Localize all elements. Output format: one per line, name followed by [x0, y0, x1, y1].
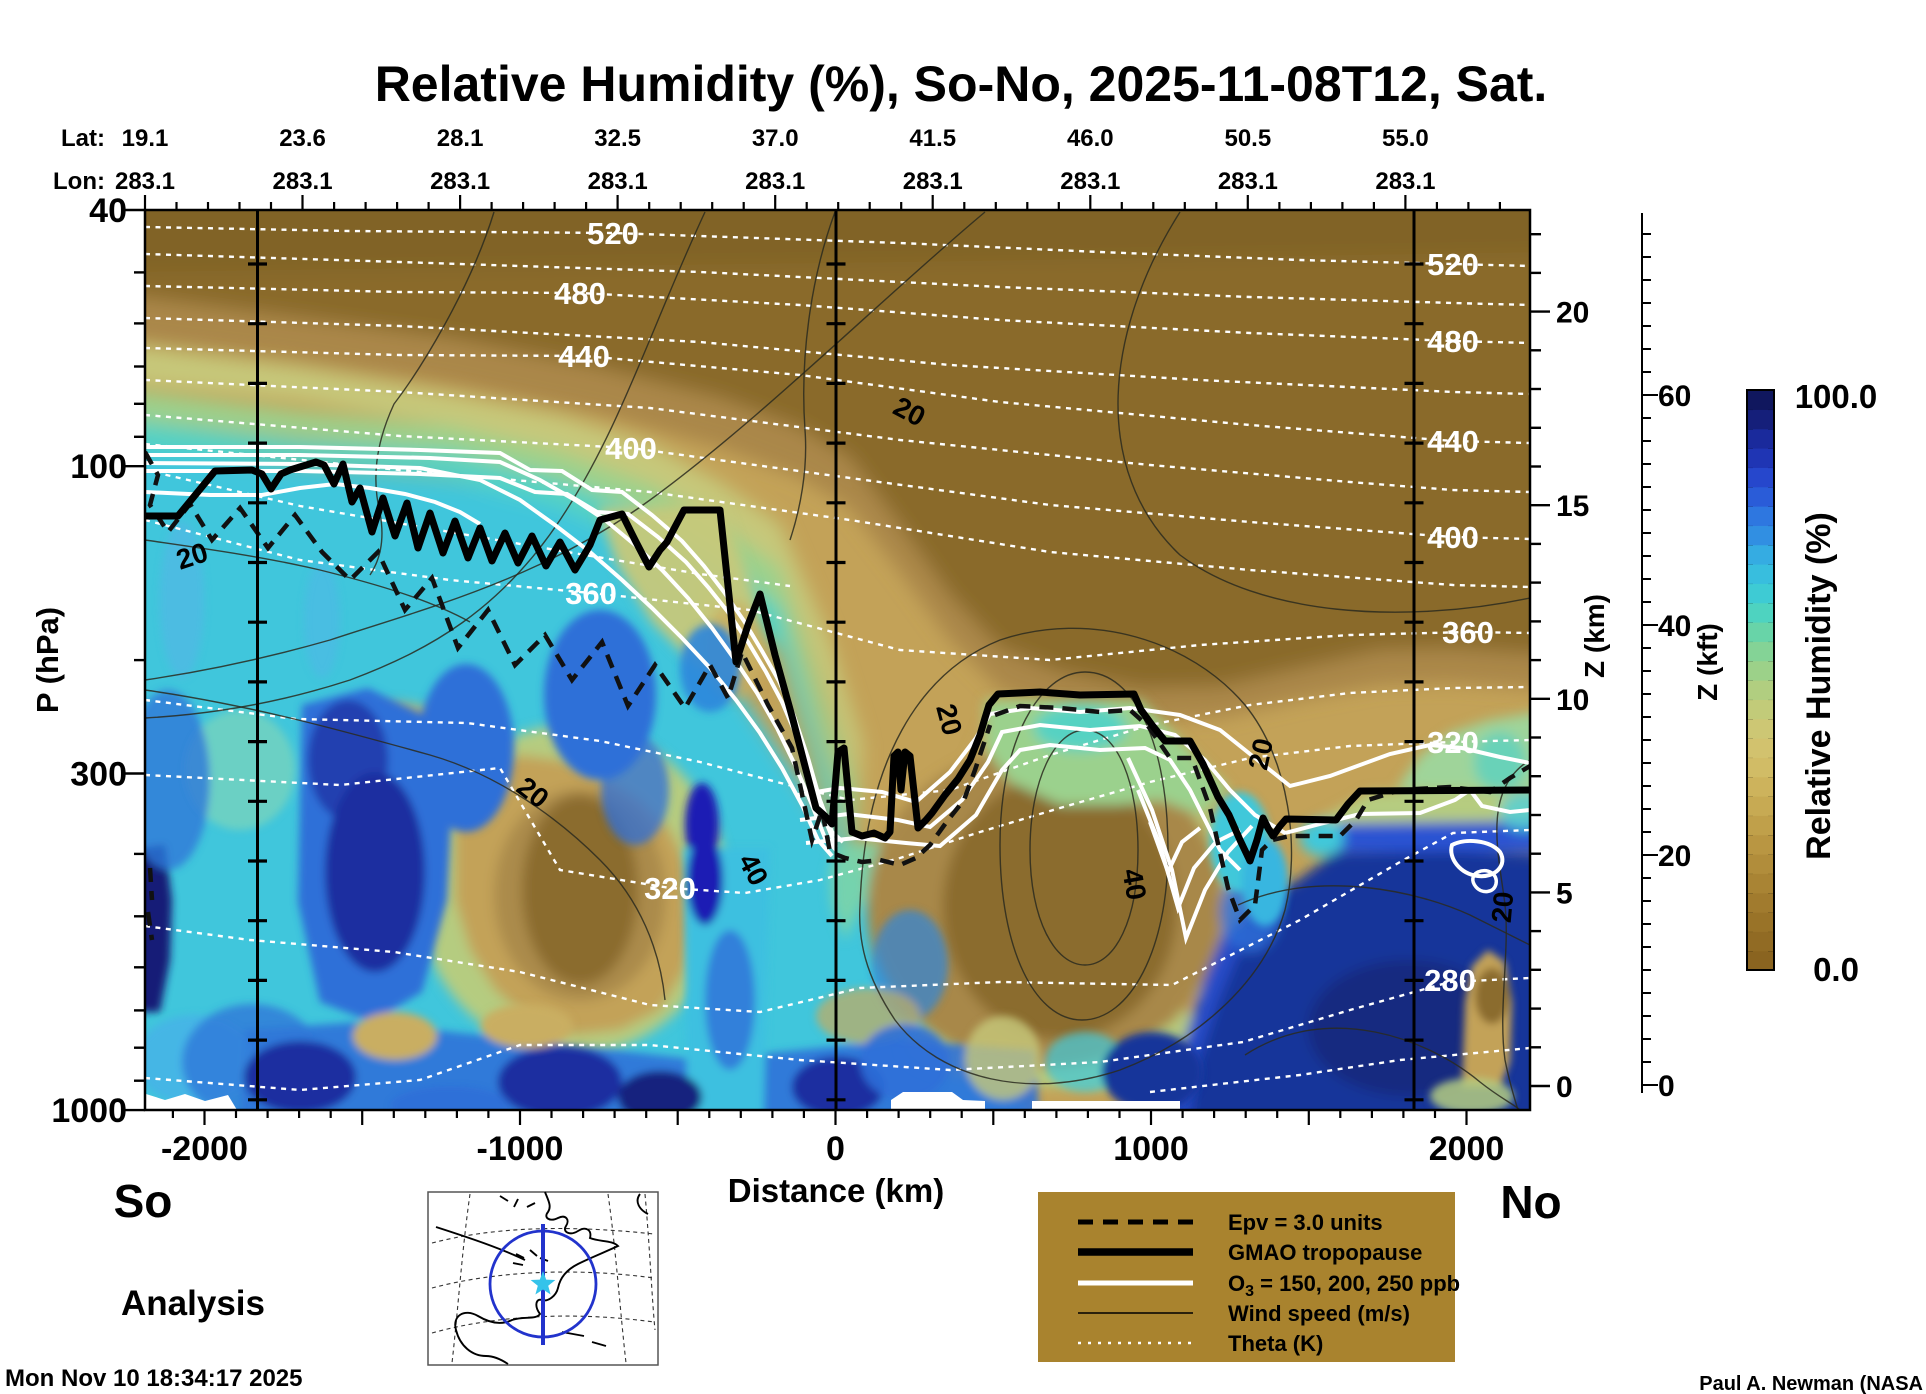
svg-text:283.1: 283.1	[745, 168, 805, 195]
svg-text:0.0: 0.0	[1813, 951, 1859, 988]
svg-text:Lat:: Lat:	[61, 125, 105, 152]
svg-text:100: 100	[70, 448, 127, 486]
svg-text:Relative Humidity (%): Relative Humidity (%)	[1800, 512, 1838, 860]
svg-text:283.1: 283.1	[115, 168, 175, 195]
svg-text:40: 40	[1116, 866, 1152, 902]
svg-text:320: 320	[1427, 725, 1479, 760]
svg-text:283.1: 283.1	[1218, 168, 1278, 195]
svg-text:520: 520	[1427, 247, 1479, 282]
svg-text:0: 0	[826, 1130, 845, 1168]
svg-text:20: 20	[1242, 736, 1279, 773]
svg-text:520: 520	[587, 216, 639, 251]
svg-text:300: 300	[70, 755, 127, 793]
svg-text:20: 20	[1486, 890, 1520, 924]
svg-text:100.0: 100.0	[1795, 378, 1878, 415]
svg-text:360: 360	[565, 576, 617, 611]
svg-text:Theta (K): Theta (K)	[1228, 1331, 1323, 1356]
svg-text:283.1: 283.1	[903, 168, 963, 195]
svg-text:Wind speed (m/s): Wind speed (m/s)	[1228, 1301, 1410, 1326]
svg-text:GMAO tropopause: GMAO tropopause	[1228, 1240, 1422, 1265]
svg-text:20: 20	[1556, 297, 1589, 330]
svg-text:283.1: 283.1	[273, 168, 333, 195]
svg-text:Distance (km): Distance (km)	[728, 1172, 944, 1209]
svg-text:1000: 1000	[51, 1092, 127, 1130]
svg-text:320: 320	[644, 871, 696, 906]
svg-text:15: 15	[1556, 490, 1589, 523]
svg-text:Analysis: Analysis	[121, 1284, 265, 1323]
svg-text:Relative Humidity (%), So-No,: Relative Humidity (%), So-No, 2025-11-08…	[375, 56, 1548, 112]
svg-text:0: 0	[1658, 1070, 1675, 1103]
svg-text:Z (kft): Z (kft)	[1692, 623, 1723, 701]
svg-text:37.0: 37.0	[752, 125, 799, 152]
svg-text:1000: 1000	[1113, 1130, 1189, 1168]
svg-text:283.1: 283.1	[430, 168, 490, 195]
svg-text:28.1: 28.1	[437, 125, 484, 152]
svg-text:50.5: 50.5	[1224, 125, 1271, 152]
svg-text:480: 480	[1427, 324, 1479, 359]
svg-text:283.1: 283.1	[588, 168, 648, 195]
svg-text:Z (km): Z (km)	[1579, 594, 1610, 678]
svg-text:440: 440	[1427, 424, 1479, 459]
svg-text:283.1: 283.1	[1060, 168, 1120, 195]
svg-text:0: 0	[1556, 1071, 1573, 1104]
svg-text:O3 = 150, 200, 250 ppb: O3 = 150, 200, 250 ppb	[1228, 1271, 1460, 1300]
svg-text:P (hPa): P (hPa)	[30, 607, 65, 713]
svg-text:55.0: 55.0	[1382, 125, 1429, 152]
svg-text:19.1: 19.1	[122, 125, 169, 152]
svg-text:Paul A. Newman (NASA: Paul A. Newman (NASA	[1699, 1373, 1923, 1394]
svg-text:60: 60	[1658, 380, 1691, 413]
svg-text:Lon:: Lon:	[53, 168, 105, 195]
svg-text:400: 400	[605, 431, 657, 466]
svg-text:20: 20	[1658, 840, 1691, 873]
svg-text:Mon Nov 10 18:34:17 2025: Mon Nov 10 18:34:17 2025	[5, 1365, 302, 1392]
svg-text:400: 400	[1427, 520, 1479, 555]
svg-text:2000: 2000	[1429, 1130, 1505, 1168]
svg-text:480: 480	[554, 276, 606, 311]
svg-text:So: So	[114, 1175, 173, 1227]
svg-text:40: 40	[1658, 610, 1691, 643]
svg-text:-2000: -2000	[161, 1130, 248, 1168]
svg-text:360: 360	[1442, 615, 1494, 650]
svg-text:283.1: 283.1	[1375, 168, 1435, 195]
svg-text:440: 440	[558, 339, 610, 374]
svg-text:41.5: 41.5	[909, 125, 956, 152]
svg-text:280: 280	[1424, 963, 1476, 998]
svg-text:No: No	[1500, 1176, 1561, 1228]
svg-text:40: 40	[89, 192, 127, 230]
svg-text:46.0: 46.0	[1067, 125, 1114, 152]
svg-text:Epv = 3.0 units: Epv = 3.0 units	[1228, 1210, 1383, 1235]
svg-text:-1000: -1000	[477, 1130, 564, 1168]
svg-text:5: 5	[1556, 877, 1573, 910]
svg-text:23.6: 23.6	[279, 125, 326, 152]
svg-text:10: 10	[1556, 684, 1589, 717]
svg-text:32.5: 32.5	[594, 125, 641, 152]
